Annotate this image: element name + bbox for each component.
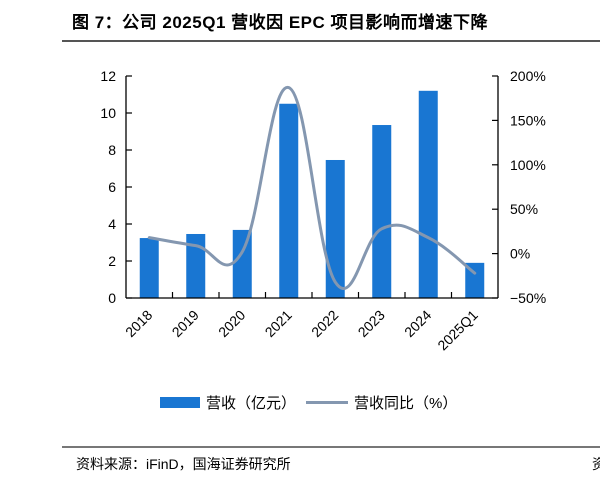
right-tick-label: 150% <box>510 112 546 128</box>
x-tick-label: 2021 <box>262 307 295 340</box>
right-tick-label: 0% <box>510 246 530 262</box>
source-note: 资料来源：iFinD，国海证券研究所 <box>76 456 291 472</box>
left-tick-label: 8 <box>108 142 116 158</box>
legend-bar-label: 营收（亿元） <box>206 395 297 412</box>
right-tick-label: −50% <box>510 290 546 306</box>
left-tick-label: 10 <box>100 105 116 121</box>
bar <box>465 262 485 298</box>
left-tick-label: 4 <box>108 216 116 232</box>
bottom-divider <box>62 446 600 448</box>
top-divider <box>62 40 600 42</box>
legend: 营收（亿元） 营收同比（%） <box>160 392 457 413</box>
left-tick-label: 2 <box>108 253 116 269</box>
left-tick-label: 6 <box>108 179 116 195</box>
legend-line-label: 营收同比（%） <box>354 395 458 412</box>
left-tick-label: 12 <box>100 68 116 84</box>
bar <box>232 229 252 298</box>
bar <box>325 159 345 298</box>
right-tick-label: 100% <box>510 157 546 173</box>
bar <box>372 125 392 299</box>
bar <box>139 238 159 298</box>
left-tick-label: 0 <box>108 290 116 306</box>
source-note-cut: 资 <box>592 456 600 472</box>
bar <box>279 103 299 298</box>
bar <box>418 90 438 298</box>
right-tick-label: 50% <box>510 201 538 217</box>
x-tick-label: 2020 <box>215 307 248 340</box>
growth-line <box>147 86 477 290</box>
legend-bar-swatch <box>160 397 200 408</box>
x-tick-label: 2023 <box>355 307 388 340</box>
right-tick-label: 200% <box>510 68 546 84</box>
chart-title: 图 7：公司 2025Q1 营收因 EPC 项目影响而增速下降 <box>72 13 489 32</box>
x-tick-label: 2025Q1 <box>434 307 481 354</box>
x-tick-label: 2022 <box>308 307 341 340</box>
bar <box>186 233 206 298</box>
legend-line-swatch <box>306 401 349 404</box>
x-tick-label: 2024 <box>401 307 434 340</box>
x-tick-label: 2018 <box>122 307 155 340</box>
x-tick-label: 2019 <box>169 307 202 340</box>
